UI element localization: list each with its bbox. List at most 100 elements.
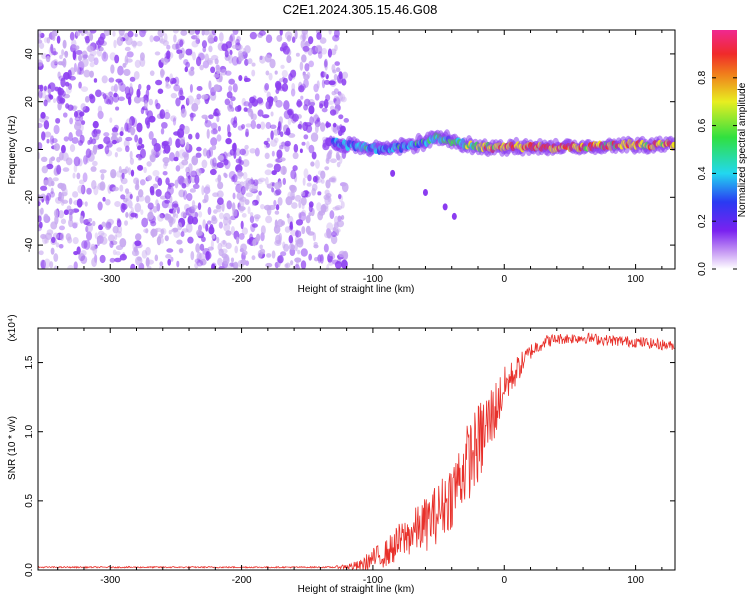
noise-blob bbox=[185, 48, 193, 56]
noise-blob bbox=[278, 78, 284, 83]
noise-blob bbox=[52, 34, 56, 41]
noise-blob bbox=[114, 234, 118, 241]
noise-blob bbox=[317, 191, 322, 196]
noise-blob bbox=[300, 31, 309, 40]
noise-blob bbox=[69, 31, 75, 41]
noise-blob bbox=[175, 42, 179, 52]
noise-blob bbox=[209, 168, 217, 176]
noise-blob bbox=[152, 183, 159, 189]
noise-blob bbox=[328, 177, 335, 183]
noise-blob bbox=[176, 128, 185, 139]
noise-blob bbox=[179, 95, 185, 101]
noise-blob bbox=[168, 208, 174, 214]
x-tick-label: -300 bbox=[100, 575, 120, 586]
noise-blob bbox=[76, 198, 83, 208]
noise-blob bbox=[232, 83, 238, 93]
noise-blob bbox=[125, 136, 133, 142]
noise-blob bbox=[70, 44, 77, 53]
noise-blob bbox=[303, 134, 309, 140]
noise-blob bbox=[215, 204, 222, 210]
noise-blob bbox=[218, 221, 223, 229]
noise-blob bbox=[284, 226, 291, 233]
noise-blob bbox=[102, 196, 106, 202]
noise-blob bbox=[178, 53, 183, 60]
noise-blob bbox=[253, 179, 259, 187]
colorbar-label: Normalized spectral amplitude bbox=[737, 82, 748, 217]
noise-blob bbox=[164, 191, 171, 200]
noise-blob bbox=[287, 118, 292, 126]
noise-blob bbox=[188, 163, 193, 173]
noise-blob bbox=[248, 108, 254, 117]
noise-blob bbox=[158, 36, 164, 43]
noise-blob bbox=[137, 145, 142, 151]
noise-blob bbox=[150, 189, 155, 196]
noise-blob bbox=[134, 33, 138, 38]
noise-blob bbox=[292, 165, 298, 172]
noise-blob bbox=[115, 106, 120, 111]
noise-blob bbox=[205, 184, 211, 191]
noise-blob bbox=[231, 55, 239, 66]
noise-blob bbox=[291, 36, 296, 43]
noise-blob bbox=[337, 193, 342, 200]
noise-blob bbox=[134, 247, 139, 256]
noise-blob bbox=[50, 43, 54, 54]
noise-blob bbox=[202, 247, 210, 255]
noise-blob bbox=[131, 40, 138, 47]
noise-blob bbox=[337, 91, 342, 96]
noise-blob bbox=[117, 96, 125, 102]
noise-blob bbox=[159, 265, 163, 269]
spectrogram-y-label: Frequency (Hz) bbox=[7, 116, 18, 185]
noise-blob bbox=[329, 109, 337, 116]
noise-blob bbox=[203, 30, 210, 36]
noise-blob bbox=[325, 192, 332, 198]
noise-blob bbox=[144, 117, 150, 126]
noise-blob bbox=[180, 211, 187, 218]
noise-blob bbox=[185, 171, 191, 178]
noise-blob bbox=[111, 131, 119, 137]
noise-blob bbox=[128, 116, 136, 126]
snr-y-label: SNR (10 * v/v) bbox=[7, 416, 18, 480]
noise-blob bbox=[201, 40, 208, 49]
noise-blob bbox=[109, 257, 116, 263]
noise-blob bbox=[138, 137, 143, 145]
noise-blob bbox=[146, 110, 154, 120]
noise-blob bbox=[138, 83, 142, 91]
noise-blob bbox=[168, 217, 176, 226]
noise-blob bbox=[110, 64, 115, 74]
noise-blob bbox=[162, 162, 168, 170]
noise-blob bbox=[168, 229, 172, 235]
noise-blob bbox=[191, 40, 199, 48]
noise-blob bbox=[340, 130, 345, 135]
noise-blob bbox=[282, 77, 288, 84]
noise-blob bbox=[275, 204, 280, 211]
noise-blob bbox=[149, 35, 154, 43]
noise-blob bbox=[114, 151, 118, 158]
noise-blob bbox=[194, 34, 200, 41]
noise-blob bbox=[203, 186, 211, 195]
noise-blob bbox=[323, 98, 329, 109]
tail-blob bbox=[451, 212, 457, 220]
noise-blob bbox=[40, 233, 47, 240]
noise-blob bbox=[57, 87, 65, 96]
noise-blob bbox=[157, 213, 164, 222]
noise-blob bbox=[89, 70, 94, 78]
noise-blob bbox=[165, 177, 170, 185]
noise-blob bbox=[275, 88, 280, 94]
noise-blob bbox=[310, 132, 319, 142]
noise-blob bbox=[303, 168, 309, 179]
noise-blob bbox=[264, 54, 272, 63]
noise-blob bbox=[46, 37, 51, 44]
noise-blob bbox=[80, 184, 86, 195]
noise-blob bbox=[317, 254, 324, 262]
noise-blob bbox=[38, 30, 42, 38]
noise-blob bbox=[39, 84, 44, 92]
noise-blob bbox=[327, 48, 333, 58]
noise-blob bbox=[242, 250, 248, 256]
noise-blob bbox=[69, 144, 76, 153]
noise-blob bbox=[213, 35, 218, 43]
noise-blob bbox=[56, 156, 61, 163]
noise-blob bbox=[213, 209, 218, 214]
noise-blob bbox=[169, 216, 176, 224]
noise-blob bbox=[105, 140, 114, 148]
noise-blob bbox=[201, 236, 206, 243]
